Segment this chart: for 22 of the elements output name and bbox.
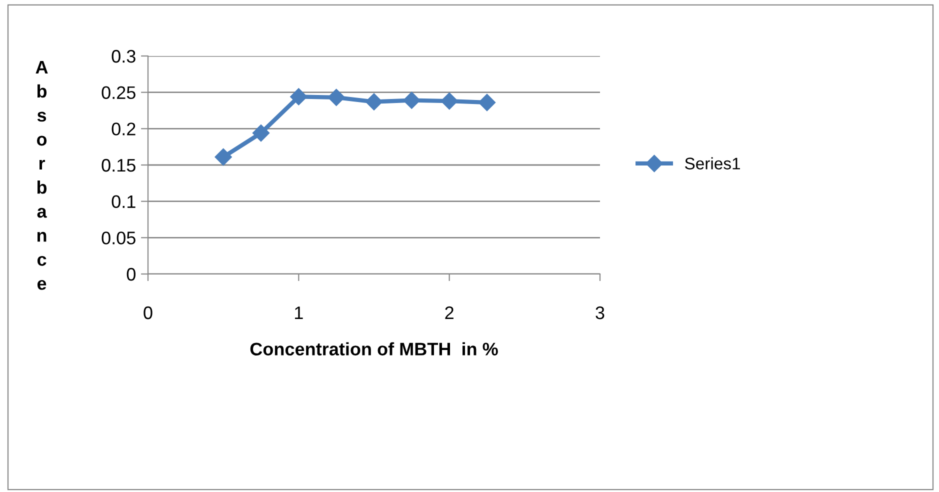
point <box>478 94 496 112</box>
point <box>290 88 308 106</box>
y-tick-label: 0.1 <box>112 195 136 208</box>
point <box>328 88 345 106</box>
point <box>252 124 270 142</box>
text: Absorbance <box>36 61 48 290</box>
legend-label: Series1 <box>685 157 740 170</box>
y-tick-label: 0.2 <box>112 122 136 136</box>
point <box>214 148 232 166</box>
x-tick-label: 3 <box>596 306 604 320</box>
x-tick-label: 1 <box>295 306 303 320</box>
x-axis-title: Concentration of MBTH in % <box>250 342 498 356</box>
y-tick-label: 0.25 <box>102 86 136 100</box>
point <box>403 92 420 109</box>
y-tick-label: 0.05 <box>102 232 136 244</box>
point <box>440 92 458 110</box>
point <box>365 93 383 110</box>
y-tick-label: 0.3 <box>112 50 136 63</box>
x-tick-label: 0 <box>144 306 152 320</box>
y-tick-label: 0 <box>126 268 136 281</box>
x-tick-label: 2 <box>445 306 454 320</box>
y-tick-label: 0.15 <box>102 158 136 172</box>
